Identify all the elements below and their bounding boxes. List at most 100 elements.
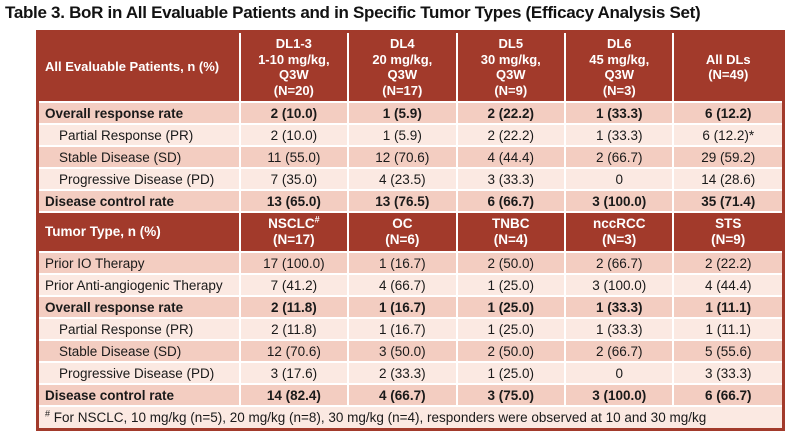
value-cell: 1 (16.7) <box>348 252 458 275</box>
bor-table-wrapper: All Evaluable Patients, n (%) DL1-3 1-10… <box>36 30 785 431</box>
column-header-dl1-3: DL1-3 1-10 mg/kg, Q3W (N=20) <box>239 33 350 103</box>
value-cell: 4 (23.5) <box>348 168 458 191</box>
row-label: Prior IO Therapy <box>39 252 241 275</box>
value-cell: 29 (59.2) <box>673 146 782 169</box>
column-header-dl6: DL6 45 mg/kg, Q3W (N=3) <box>565 33 675 103</box>
value-cell: 1 (33.3) <box>565 124 675 147</box>
table-row: Partial Response (PR) 2 (11.8) 1 (16.7) … <box>39 318 782 341</box>
table-row: Disease control rate 14 (82.4) 4 (66.7) … <box>39 384 782 407</box>
value-cell: 5 (55.6) <box>673 340 782 363</box>
column-header-tnbc: TNBC (N=4) <box>456 212 567 253</box>
row-label: Stable Disease (SD) <box>39 146 241 169</box>
column-header-nccrcc: nccRCC (N=3) <box>565 212 675 253</box>
value-cell: 2 (66.7) <box>565 252 675 275</box>
value-cell: 1 (25.0) <box>456 296 567 319</box>
footnote-text: For NSCLC, 10 mg/kg (n=5), 20 mg/kg (n=8… <box>50 410 707 425</box>
value-cell: 2 (10.0) <box>239 124 350 147</box>
value-cell: 3 (75.0) <box>456 384 567 407</box>
value-cell: 2 (22.2) <box>456 102 567 125</box>
value-cell: 1 (5.9) <box>348 124 458 147</box>
value-cell: 2 (11.8) <box>239 296 350 319</box>
footnote-superscript-marker: # <box>45 408 51 419</box>
value-cell: 13 (76.5) <box>348 190 458 213</box>
value-cell: 4 (44.4) <box>673 274 782 297</box>
value-cell: 1 (11.1) <box>673 296 782 319</box>
value-cell: 4 (66.7) <box>348 384 458 407</box>
value-cell: 6 (66.7) <box>456 190 567 213</box>
column-header-dl4: DL4 20 mg/kg, Q3W (N=17) <box>348 33 458 103</box>
value-cell: 12 (70.6) <box>239 340 350 363</box>
value-cell: 3 (100.0) <box>565 190 675 213</box>
value-cell: 6 (12.2) <box>673 102 782 125</box>
value-cell: 1 (33.3) <box>565 318 675 341</box>
row-label: Progressive Disease (PD) <box>39 168 241 191</box>
superscript-marker: # <box>314 214 320 225</box>
value-cell: 35 (71.4) <box>673 190 782 213</box>
section1-row-group-label: All Evaluable Patients, n (%) <box>39 33 241 103</box>
row-label: Progressive Disease (PD) <box>39 362 241 385</box>
value-cell: 3 (33.3) <box>456 168 567 191</box>
row-label: Partial Response (PR) <box>39 124 241 147</box>
value-cell: 1 (33.3) <box>565 102 675 125</box>
value-cell: 2 (33.3) <box>348 362 458 385</box>
value-cell: 1 (25.0) <box>456 318 567 341</box>
bor-table: All Evaluable Patients, n (%) DL1-3 1-10… <box>39 33 782 428</box>
value-cell: 3 (50.0) <box>348 340 458 363</box>
value-cell: 6 (66.7) <box>673 384 782 407</box>
value-cell: 2 (66.7) <box>565 340 675 363</box>
value-cell: 2 (22.2) <box>673 252 782 275</box>
value-cell: 12 (70.6) <box>348 146 458 169</box>
table-row: Prior Anti-angiogenic Therapy 7 (41.2) 4… <box>39 274 782 297</box>
row-label: Prior Anti-angiogenic Therapy <box>39 274 241 297</box>
table-row: Overall response rate 2 (10.0) 1 (5.9) 2… <box>39 102 782 125</box>
table-row: Stable Disease (SD) 12 (70.6) 3 (50.0) 2… <box>39 340 782 363</box>
footnote-row: # For NSCLC, 10 mg/kg (n=5), 20 mg/kg (n… <box>39 406 782 428</box>
value-cell: 2 (50.0) <box>456 340 567 363</box>
value-cell: 1 (25.0) <box>456 274 567 297</box>
value-cell: 3 (33.3) <box>673 362 782 385</box>
column-header-dl5: DL5 30 mg/kg, Q3W (N=9) <box>456 33 567 103</box>
table-row: Prior IO Therapy 17 (100.0) 1 (16.7) 2 (… <box>39 252 782 275</box>
table-row: Progressive Disease (PD) 3 (17.6) 2 (33.… <box>39 362 782 385</box>
row-label: Disease control rate <box>39 190 241 213</box>
row-label: Overall response rate <box>39 102 241 125</box>
value-cell: 11 (55.0) <box>239 146 350 169</box>
value-cell: 2 (10.0) <box>239 102 350 125</box>
table-row: Overall response rate 2 (11.8) 1 (16.7) … <box>39 296 782 319</box>
row-label: Overall response rate <box>39 296 241 319</box>
value-cell: 1 (5.9) <box>348 102 458 125</box>
row-label: Partial Response (PR) <box>39 318 241 341</box>
footnote: # For NSCLC, 10 mg/kg (n=5), 20 mg/kg (n… <box>39 406 782 428</box>
value-cell: 4 (66.7) <box>348 274 458 297</box>
column-header-nsclc: NSCLC# (N=17) <box>239 212 350 253</box>
table-row: Stable Disease (SD) 11 (55.0) 12 (70.6) … <box>39 146 782 169</box>
value-cell: 6 (12.2)* <box>673 124 782 147</box>
value-cell: 14 (28.6) <box>673 168 782 191</box>
value-cell: 1 (16.7) <box>348 296 458 319</box>
table-row: Progressive Disease (PD) 7 (35.0) 4 (23.… <box>39 168 782 191</box>
value-cell: 1 (25.0) <box>456 362 567 385</box>
value-cell: 0 <box>565 168 675 191</box>
header-row-tumor-type: Tumor Type, n (%) NSCLC# (N=17) OC (N=6) T… <box>39 212 782 253</box>
value-cell: 3 (100.0) <box>565 384 675 407</box>
value-cell: 14 (82.4) <box>239 384 350 407</box>
value-cell: 17 (100.0) <box>239 252 350 275</box>
row-label: Stable Disease (SD) <box>39 340 241 363</box>
column-header-sts: STS (N=9) <box>673 212 782 253</box>
value-cell: 13 (65.0) <box>239 190 350 213</box>
value-cell: 1 (33.3) <box>565 296 675 319</box>
value-cell: 1 (11.1) <box>673 318 782 341</box>
value-cell: 0 <box>565 362 675 385</box>
value-cell: 3 (100.0) <box>565 274 675 297</box>
value-cell: 7 (41.2) <box>239 274 350 297</box>
value-cell: 2 (11.8) <box>239 318 350 341</box>
page-title: Table 3. BoR in All Evaluable Patients a… <box>5 3 701 22</box>
header-row-evaluable-patients: All Evaluable Patients, n (%) DL1-3 1-10… <box>39 33 782 103</box>
value-cell: 2 (22.2) <box>456 124 567 147</box>
value-cell: 4 (44.4) <box>456 146 567 169</box>
column-header-all-dls: All DLs (N=49) <box>673 33 782 103</box>
column-header-oc: OC (N=6) <box>348 212 458 253</box>
value-cell: 2 (66.7) <box>565 146 675 169</box>
value-cell: 7 (35.0) <box>239 168 350 191</box>
